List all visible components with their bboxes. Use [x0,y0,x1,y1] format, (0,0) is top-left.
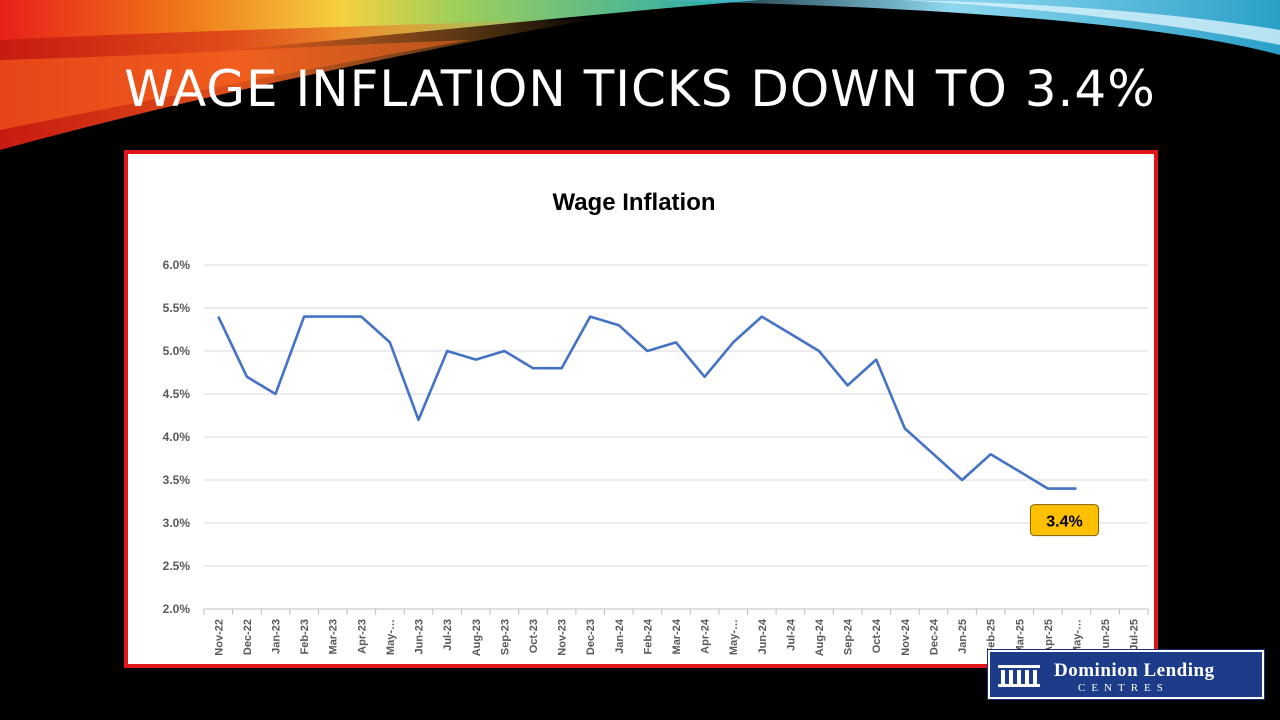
x-tick-label: Nov-22 [213,619,225,656]
x-tick-label: Dec-23 [585,619,597,655]
x-tick-label: Apr-23 [356,619,368,654]
x-tick-label: Aug-23 [471,619,483,656]
x-tick-label: Nov-24 [900,618,912,656]
building-columns-icon [998,665,1040,687]
x-tick-label: Jan-25 [957,619,969,654]
x-tick-label: Dec-24 [928,618,940,655]
x-tick-label: Feb-24 [642,618,654,654]
x-tick-label: Jul-24 [785,618,797,651]
slide-title: WAGE INFLATION TICKS DOWN TO 3.4% [124,60,1156,118]
x-tick-label: Apr-24 [700,618,712,654]
x-tick-label: May-… [728,619,740,655]
series-line [217,315,1077,490]
y-tick-label: 3.0% [163,516,191,530]
y-tick-label: 5.0% [163,344,191,358]
x-tick-label: Mar-25 [1014,619,1026,654]
y-tick-label: 4.5% [163,387,191,401]
x-tick-label: Aug-24 [814,618,826,656]
y-tick-label: 2.0% [163,602,191,616]
company-logo: Dominion Lending CENTRES [987,649,1265,700]
callout-label: 3.4% [1046,514,1082,531]
x-tick-label: Jul-25 [1129,619,1141,651]
x-tick-label: Jun-25 [1100,619,1112,654]
x-tick-label: Jun-24 [757,618,769,654]
x-tick-label: Dec-22 [242,619,254,655]
x-tick-label: Oct-24 [871,618,883,653]
y-tick-label: 2.5% [163,559,191,573]
x-tick-label: Jun-23 [414,619,426,654]
y-tick-label: 6.0% [163,258,191,272]
x-tick-label: Mar-24 [671,618,683,654]
x-tick-label: Jan-24 [614,618,626,654]
line-chart: Wage Inflation 2.0% 2.5% 3.0% 3.5% 4.0% 4.5% 5… [163,189,1149,656]
chart-frame: Wage Inflation 2.0% 2.5% 3.0% 3.5% 4.0% 4.5% 5… [124,150,1158,668]
x-tick-label: Mar-23 [328,619,340,654]
chart-title: Wage Inflation [552,189,715,216]
decorative-swoosh [0,0,1280,150]
y-tick-label: 3.5% [163,473,191,487]
y-tick-label: 4.0% [163,430,191,444]
x-tick-label: May-… [1071,619,1083,655]
x-tick-label: Sep-24 [843,618,855,655]
x-tick-label: May-… [385,619,397,655]
logo-text-secondary: CENTRES [1078,682,1169,694]
x-tick-label: Feb-23 [299,619,311,654]
y-tick-label: 5.5% [163,301,191,315]
logo-text-primary: Dominion Lending [1054,660,1215,681]
x-tick-label: Nov-23 [557,619,569,656]
x-tick-label: Oct-23 [528,619,540,653]
x-tick-label: Feb-25 [986,619,998,654]
x-tick-label: Sep-23 [499,619,511,655]
x-tick-label: Jul-23 [442,619,454,651]
x-tick-label: Jan-23 [271,619,283,654]
callout-box [1029,504,1099,537]
x-tick-label: Apr-25 [1043,619,1055,654]
